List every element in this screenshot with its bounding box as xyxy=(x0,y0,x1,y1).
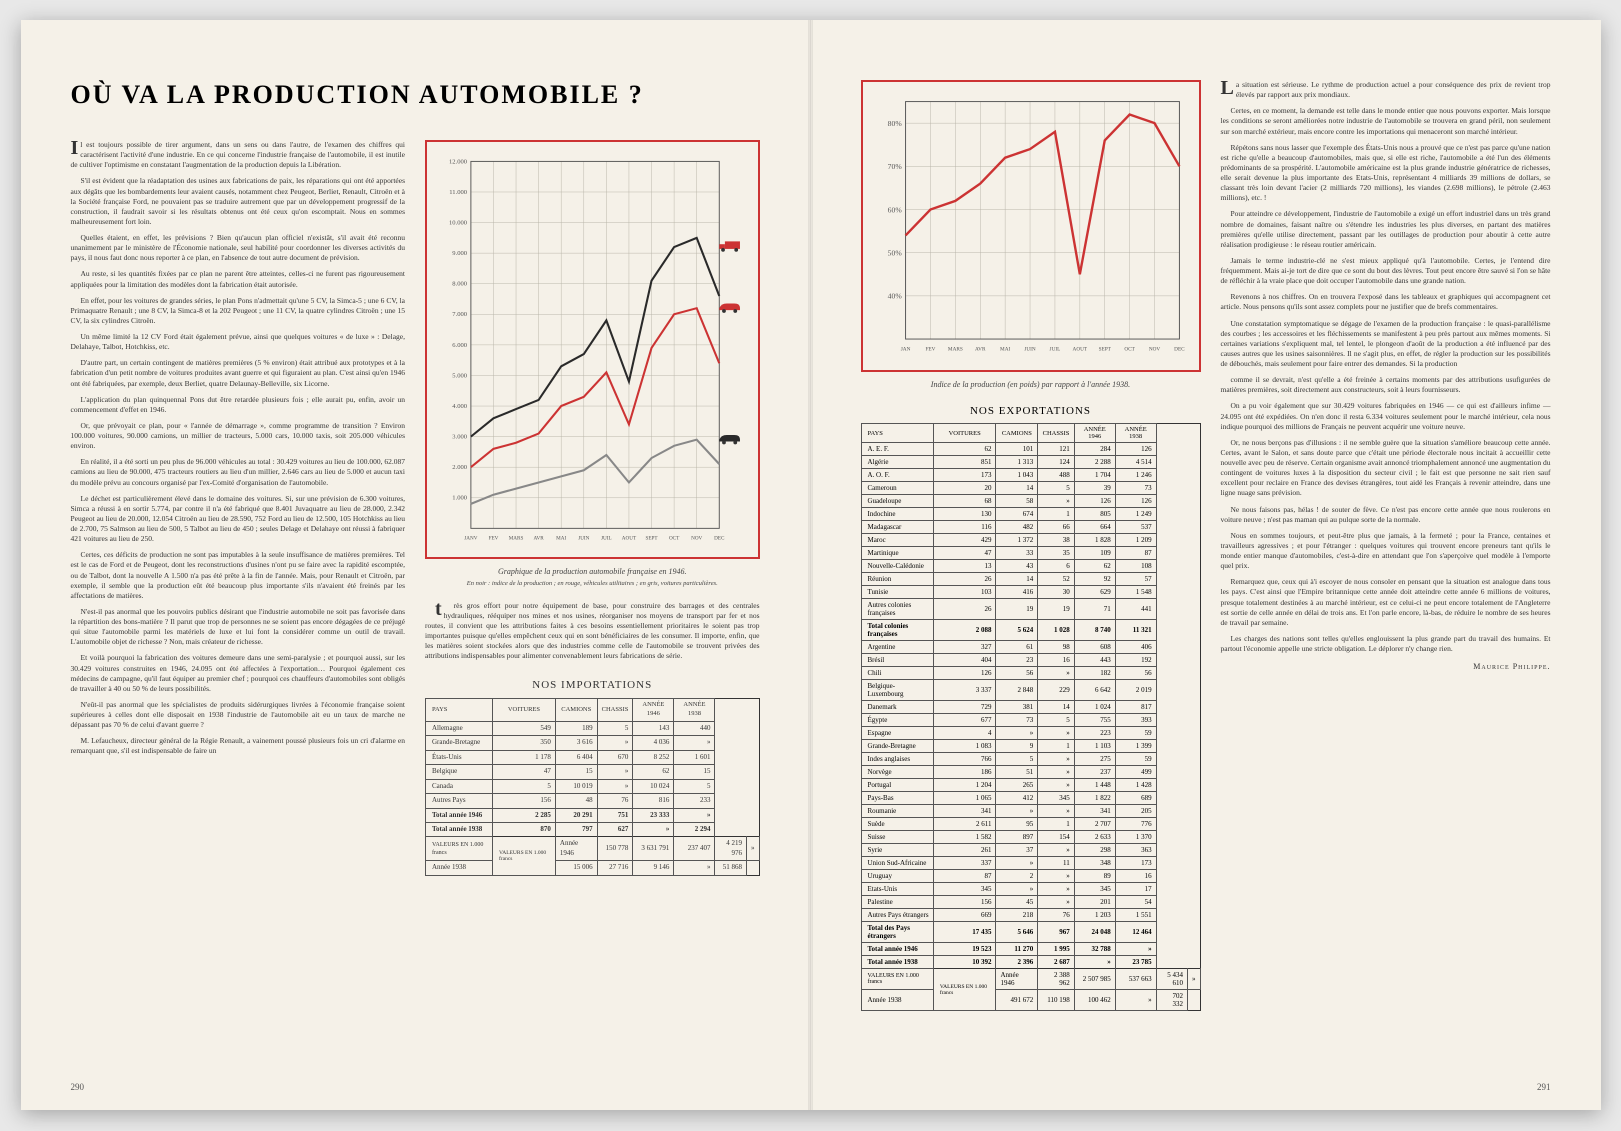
body-paragraph: Remarquez que, ceux qui à'i escoyer de n… xyxy=(1221,577,1551,628)
svg-text:1.000: 1.000 xyxy=(452,495,468,502)
svg-text:80%: 80% xyxy=(887,119,902,128)
svg-text:JANV: JANV xyxy=(464,536,477,542)
chart-production-1946: 1.000 2.000 3.000 4.000 5.000 6.000 7.000 8.000… xyxy=(425,140,760,559)
svg-text:5.000: 5.000 xyxy=(452,372,468,379)
left-column-2: 1.000 2.000 3.000 4.000 5.000 6.000 7.000 8.000… xyxy=(425,140,760,876)
svg-text:12.000: 12.000 xyxy=(449,158,468,165)
exports-title: NOS EXPORTATIONS xyxy=(861,405,1201,417)
body-paragraph: Pour atteindre ce développement, l'indus… xyxy=(1221,209,1551,250)
body-paragraph: L'application du plan quinquennal Pons d… xyxy=(71,395,406,415)
body-paragraph: La situation est sérieuse. Le rythme de … xyxy=(1221,80,1551,100)
body-paragraph: très gros effort pour notre équipement d… xyxy=(425,601,760,662)
svg-text:AVR: AVR xyxy=(534,536,545,542)
svg-text:DEC: DEC xyxy=(714,536,725,542)
page-number-left: 290 xyxy=(71,1082,85,1092)
body-paragraph: Un même limité la 12 CV Ford était égale… xyxy=(71,332,406,352)
svg-text:60%: 60% xyxy=(887,205,902,214)
body-paragraph: Répétons sans nous lasser que l'exemple … xyxy=(1221,143,1551,204)
exports-table-wrap: NOS EXPORTATIONS PAYSVOITURESCAMIONSCHAS… xyxy=(861,405,1201,1011)
left-column-1: Il est toujours possible de tirer argume… xyxy=(71,140,406,876)
svg-text:AVR: AVR xyxy=(975,347,986,353)
imports-title: NOS IMPORTATIONS xyxy=(425,678,760,693)
magazine-spread: OÙ VA LA PRODUCTION AUTOMOBILE ? Il est … xyxy=(21,20,1601,1110)
svg-text:40%: 40% xyxy=(887,292,902,301)
page-left: OÙ VA LA PRODUCTION AUTOMOBILE ? Il est … xyxy=(21,20,811,1110)
svg-text:50%: 50% xyxy=(887,249,902,258)
body-paragraph: En effet, pour les voitures de grandes s… xyxy=(71,296,406,326)
body-paragraph: Au reste, si les quantités fixées par ce… xyxy=(71,269,406,289)
svg-text:MARS: MARS xyxy=(947,347,962,353)
svg-text:7.000: 7.000 xyxy=(452,311,468,318)
article-title: OÙ VA LA PRODUCTION AUTOMOBILE ? xyxy=(71,80,760,110)
chart-index-1938: 40% 50% 60% 70% 80% JAN FEV MARS AVR MAI JUIN JUIL A… xyxy=(861,80,1201,372)
imports-table: PAYSVOITURESCAMIONSCHASSISANNÉE 1946ANNÉ… xyxy=(425,698,760,875)
svg-text:4.000: 4.000 xyxy=(452,403,468,410)
body-paragraph: Or, ne nous berçons pas d'illusions : il… xyxy=(1221,438,1551,499)
svg-text:FEV: FEV xyxy=(925,347,935,353)
chart1-caption: Graphique de la production automobile fr… xyxy=(425,567,760,589)
page-number-right: 291 xyxy=(1537,1082,1551,1092)
body-paragraph: Et voilà pourquoi la fabrication des voi… xyxy=(71,653,406,694)
exports-table: PAYSVOITURESCAMIONSCHASSISANNÉE 1946ANNÉ… xyxy=(861,423,1201,1011)
svg-text:3.000: 3.000 xyxy=(452,433,468,440)
svg-text:NOV: NOV xyxy=(1148,347,1160,353)
body-paragraph: Or, que prévoyait ce plan, pour « l'anné… xyxy=(71,421,406,451)
chart2-caption: Indice de la production (en poids) par r… xyxy=(861,380,1201,389)
svg-text:11.000: 11.000 xyxy=(449,189,468,196)
body-paragraph: Nous en sommes toujours, et peut-être pl… xyxy=(1221,531,1551,572)
body-paragraph: M. Lefaucheux, directeur général de la R… xyxy=(71,736,406,756)
svg-text:8.000: 8.000 xyxy=(452,281,468,288)
svg-text:9.000: 9.000 xyxy=(452,250,468,257)
body-paragraph: On a pu voir également que sur 30.429 vo… xyxy=(1221,401,1551,431)
body-paragraph: Certes, ces déficits de production ne so… xyxy=(71,550,406,601)
svg-text:MARS: MARS xyxy=(509,536,524,542)
body-paragraph: Jamais le terme industrie-clé ne s'est m… xyxy=(1221,256,1551,286)
page-right: 40% 50% 60% 70% 80% JAN FEV MARS AVR MAI JUIN JUIL A… xyxy=(811,20,1601,1110)
body-paragraph: comme il se devrait, n'est qu'elle a été… xyxy=(1221,375,1551,395)
svg-text:OCT: OCT xyxy=(669,536,680,542)
svg-text:2.000: 2.000 xyxy=(452,464,468,471)
body-paragraph: N'eût-il pas anormal que les spécialiste… xyxy=(71,700,406,730)
svg-text:DEC: DEC xyxy=(1174,347,1185,353)
body-paragraph: Certes, en ce moment, la demande est tel… xyxy=(1221,106,1551,136)
svg-text:SEPT: SEPT xyxy=(1098,347,1111,353)
svg-text:70%: 70% xyxy=(887,162,902,171)
svg-text:FEV: FEV xyxy=(489,536,499,542)
body-paragraph: Il est toujours possible de tirer argume… xyxy=(71,140,406,170)
body-paragraph: Quelles étaient, en effet, les prévision… xyxy=(71,233,406,263)
body-paragraph: Les charges des nations sont telles qu'e… xyxy=(1221,634,1551,654)
svg-text:MAI: MAI xyxy=(556,536,566,542)
body-paragraph: D'autre part, un certain contingent de m… xyxy=(71,358,406,388)
svg-text:AOUT: AOUT xyxy=(622,536,637,542)
body-paragraph: S'il est évident que la réadaptation des… xyxy=(71,176,406,227)
svg-text:JAN: JAN xyxy=(900,347,910,353)
svg-text:NOV: NOV xyxy=(691,536,702,542)
svg-text:OCT: OCT xyxy=(1124,347,1135,353)
svg-text:MAI: MAI xyxy=(1000,347,1010,353)
svg-text:JUIL: JUIL xyxy=(601,536,612,542)
svg-text:SEPT: SEPT xyxy=(646,536,659,542)
body-paragraph: Le déchet est particulièrement élevé dan… xyxy=(71,494,406,545)
right-text-column: La situation est sérieuse. Le rythme de … xyxy=(1221,80,1551,1011)
svg-text:6.000: 6.000 xyxy=(452,342,468,349)
svg-text:JUIN: JUIN xyxy=(1024,347,1036,353)
body-paragraph: Une constatation symptomatique se dégage… xyxy=(1221,319,1551,370)
svg-text:JUIL: JUIL xyxy=(1049,347,1060,353)
imports-table-wrap: NOS IMPORTATIONS PAYSVOITURESCAMIONSCHAS… xyxy=(425,678,760,876)
svg-text:10.000: 10.000 xyxy=(449,219,468,226)
body-paragraph: N'est-il pas anormal que les pouvoirs pu… xyxy=(71,607,406,648)
body-paragraph: En réalité, il a été sorti un peu plus d… xyxy=(71,457,406,487)
svg-text:JUIN: JUIN xyxy=(578,536,589,542)
body-paragraph: Revenons à nos chiffres. On en trouvera … xyxy=(1221,292,1551,312)
svg-text:AOUT: AOUT xyxy=(1072,347,1087,353)
body-paragraph: Ne nous faisons pas, hélas ! de souter d… xyxy=(1221,505,1551,525)
author-signature: Maurice Philippe. xyxy=(1221,662,1551,673)
